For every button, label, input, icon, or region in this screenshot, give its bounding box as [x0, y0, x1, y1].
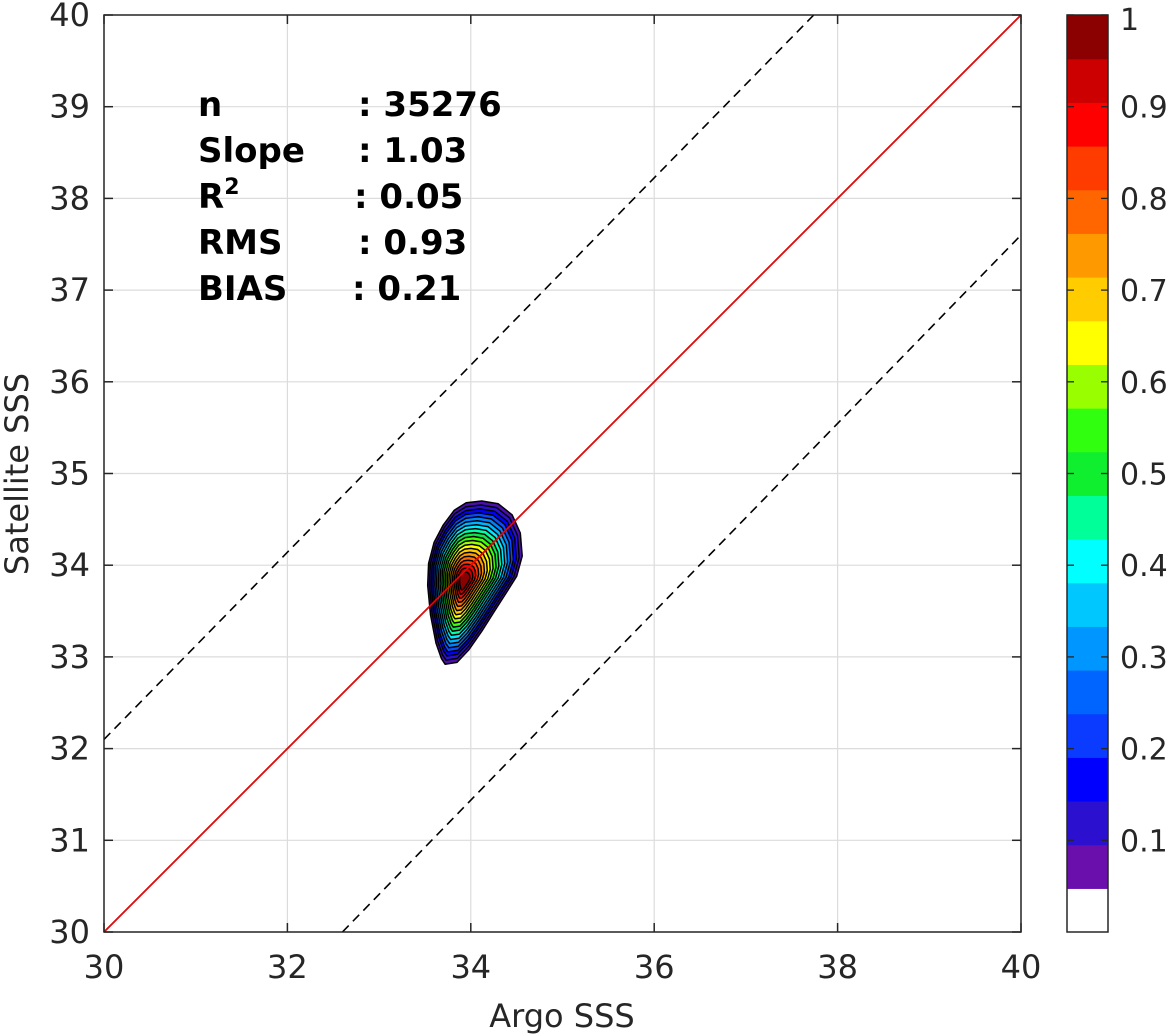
stat-label-2: R2: [198, 175, 240, 217]
axis-ticks: [103, 14, 1022, 933]
x-tick-label-4: 38: [817, 948, 858, 986]
x-tick-label-2: 34: [450, 948, 491, 986]
colorbar-tick-label-9: 1: [1120, 3, 1139, 38]
x-tick-label-1: 32: [267, 948, 308, 986]
stat-label-text-2: R: [198, 177, 224, 217]
density-contours: [426, 500, 523, 665]
y-tick-labels: 30 31 32 33 34 35 36 37 38 39 40: [49, 0, 90, 951]
stat-label-1: Slope: [198, 131, 305, 171]
y-tick-label-6: 36: [49, 363, 90, 401]
colorbar-segment-6: [1067, 626, 1108, 671]
colorbar-segment-8: [1067, 539, 1108, 584]
stat-label-text-0: n: [198, 85, 222, 125]
x-axis-label: Argo SSS: [489, 997, 634, 1035]
y-tick-label-5: 35: [49, 455, 90, 493]
colorbar-segment-1: [1067, 844, 1108, 889]
y-tick-label-7: 37: [49, 271, 90, 309]
stat-label-text-4: BIAS: [198, 269, 287, 309]
y-tick-label-2: 32: [49, 730, 90, 768]
density-level-19: [458, 571, 471, 591]
colorbar-tick-label-2: 0.3: [1120, 641, 1168, 676]
colorbar-tick-label-6: 0.7: [1120, 274, 1168, 309]
regression-line: [104, 15, 1021, 932]
colorbar-tick-label-8: 0.9: [1120, 91, 1168, 126]
colorbar-segment-14: [1067, 277, 1108, 322]
y-axis-label: Satellite SSS: [0, 373, 36, 575]
colorbar-tick-label-7: 0.8: [1120, 182, 1168, 217]
x-tick-label-5: 40: [1001, 948, 1042, 986]
colorbar-segment-12: [1067, 364, 1108, 409]
colorbar-segment-3: [1067, 757, 1108, 802]
colorbar-tick-label-5: 0.6: [1120, 366, 1168, 401]
stat-value-1: : 1.03: [358, 131, 467, 171]
colorbar-tick-label-1: 0.2: [1120, 733, 1168, 768]
y-tick-label-9: 39: [49, 88, 90, 126]
offset-upper-line: [104, 15, 815, 740]
x-tick-label-3: 36: [634, 948, 675, 986]
stat-value-4: : 0.21: [352, 269, 461, 309]
y-tick-label-3: 33: [49, 638, 90, 676]
stat-label-text-1: Slope: [198, 131, 305, 171]
y-tick-label-10: 40: [49, 0, 90, 34]
y-tick-label-8: 38: [49, 179, 90, 217]
y-tick-label-0: 30: [49, 913, 90, 951]
stat-label-text-3: RMS: [198, 223, 283, 263]
colorbar-segment-4: [1067, 713, 1108, 758]
x-tick-labels: 30 32 34 36 38 40: [84, 948, 1042, 986]
colorbar-segment-5: [1067, 670, 1108, 715]
colorbar-segment-0: [1067, 888, 1108, 932]
x-tick-label-0: 30: [84, 948, 125, 986]
stat-label-4: BIAS: [198, 269, 287, 309]
colorbar-tick-label-3: 0.4: [1120, 549, 1168, 584]
colorbar-segment-20: [1067, 15, 1108, 60]
colorbar-segment-18: [1067, 102, 1108, 147]
y-tick-label-4: 34: [49, 546, 90, 584]
colorbar-segment-13: [1067, 320, 1108, 365]
colorbar-tick-label-0: 0.1: [1120, 824, 1168, 859]
offset-lower-line: [341, 234, 1021, 932]
stat-label-0: n: [198, 85, 222, 125]
colorbar: 0.1 0.2 0.3 0.4 0.5 0.6 0.7 0.8 0.9 1: [1066, 3, 1168, 933]
colorbar-segment-19: [1067, 58, 1108, 103]
colorbar-segment-2: [1067, 801, 1108, 846]
stat-value-0: : 35276: [358, 85, 502, 125]
colorbar-tick-label-4: 0.5: [1120, 458, 1168, 493]
reference-lines: [104, 15, 1021, 932]
colorbar-segment-7: [1067, 582, 1108, 627]
colorbar-segment-15: [1067, 233, 1108, 278]
stat-value-3: : 0.93: [358, 223, 467, 263]
stat-label-3: RMS: [198, 223, 283, 263]
colorbar-segment-9: [1067, 495, 1108, 540]
stat-value-2: : 0.05: [354, 177, 463, 217]
colorbar-segment-16: [1067, 189, 1108, 234]
grid: [103, 14, 1022, 933]
stats-annotation: n : 35276 Slope : 1.03 R2 : 0.05 RMS : 0.93 BIAS…: [198, 85, 502, 309]
colorbar-segment-17: [1067, 146, 1108, 191]
y-tick-label-1: 31: [49, 821, 90, 859]
stat-label-superscript-2: 2: [224, 175, 239, 200]
colorbar-segment-11: [1067, 408, 1108, 453]
